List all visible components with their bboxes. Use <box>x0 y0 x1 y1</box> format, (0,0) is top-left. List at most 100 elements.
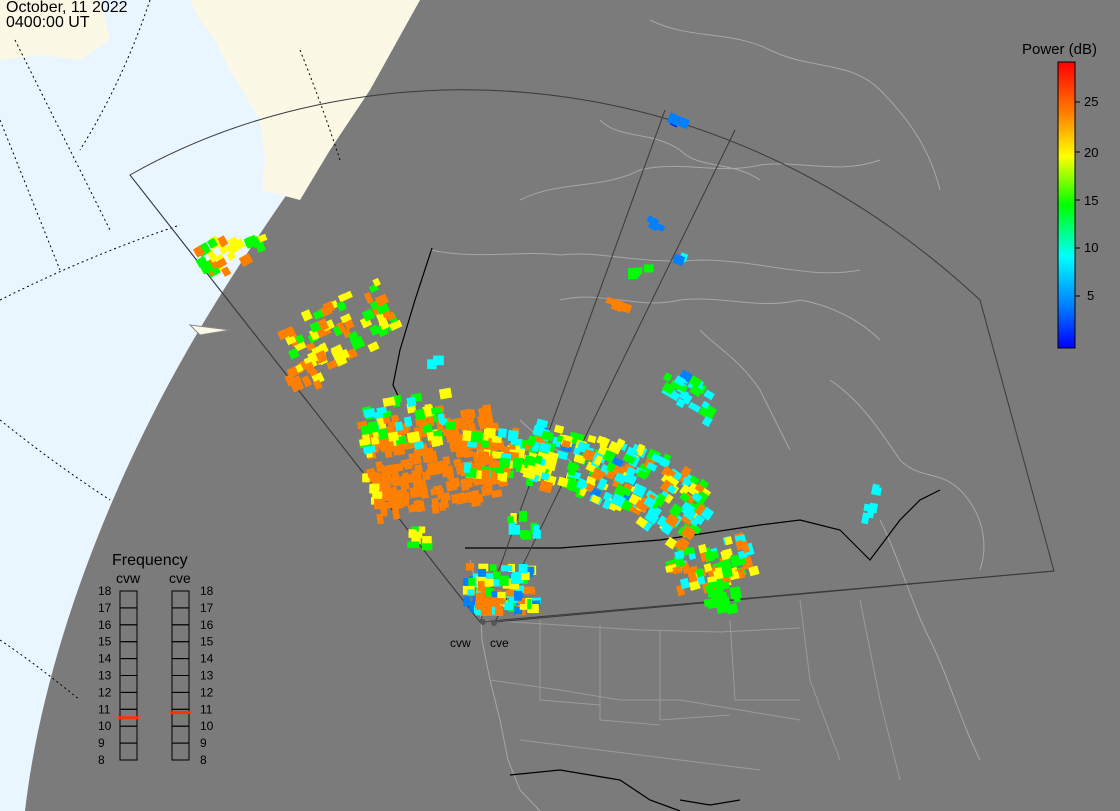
scatter-cell <box>467 440 478 448</box>
frequency-tick: 10 <box>98 719 112 733</box>
scatter-cell <box>703 389 715 401</box>
scatter-cell <box>538 442 552 454</box>
scatter-cell <box>541 430 555 442</box>
scatter-cell <box>494 598 505 605</box>
scatter-cell <box>540 472 550 481</box>
scatter-cell <box>430 487 442 496</box>
scatter-cell <box>383 440 395 449</box>
scatter-cell <box>519 598 528 610</box>
scatter-cell <box>430 435 444 447</box>
scatter-cell <box>398 442 412 451</box>
scatter-cell <box>485 573 494 581</box>
scatter-cell <box>359 438 369 447</box>
scatter-cell <box>543 458 557 472</box>
scatter-cell <box>254 239 266 253</box>
scatter-cell <box>628 271 638 280</box>
scatter-cell <box>532 424 545 437</box>
scatter-cell <box>729 586 742 600</box>
scatter-cell <box>522 467 537 480</box>
scatter-cell <box>704 585 714 593</box>
scatter-cell <box>748 565 760 577</box>
scatter-cell <box>679 577 690 590</box>
scatter-cell <box>317 318 330 332</box>
scatter-cell <box>382 416 391 424</box>
scatter-cell <box>679 369 693 383</box>
scatter-cell <box>447 432 457 444</box>
scatter-cell <box>400 458 411 468</box>
scatter-cell <box>433 355 444 366</box>
scatter-cell <box>465 563 474 571</box>
scatter-cell <box>510 513 517 524</box>
scatter-cell <box>656 223 666 232</box>
scatter-cell <box>418 526 426 534</box>
scatter-cell <box>340 313 352 324</box>
scatter-cell <box>442 456 451 466</box>
scatter-cell <box>682 393 693 405</box>
scatter-cell <box>309 328 320 341</box>
scatter-cell <box>313 379 323 391</box>
scatter-cell <box>414 472 422 481</box>
dayside-region <box>0 0 420 811</box>
scatter-cell <box>301 375 313 388</box>
scatter-cell <box>481 596 492 606</box>
scatter-cell <box>507 516 514 524</box>
scatter-cell <box>288 348 300 360</box>
scatter-cell <box>285 326 295 338</box>
scatter-cell <box>195 255 208 268</box>
scatter-cell <box>421 540 433 551</box>
scatter-cell <box>484 578 494 587</box>
scatter-cell <box>468 578 475 587</box>
backscatter-data <box>192 112 882 617</box>
scatter-cell <box>295 334 305 344</box>
scatter-cell <box>415 531 423 539</box>
scatter-cell <box>694 503 706 516</box>
scatter-cell <box>398 492 406 501</box>
scatter-cell <box>643 495 657 509</box>
scatter-cell <box>286 366 299 377</box>
scatter-cell <box>445 420 457 431</box>
scatter-cell <box>529 600 541 607</box>
scatter-cell <box>475 593 483 604</box>
scatter-cell <box>524 586 535 595</box>
frequency-tick: 11 <box>98 702 111 716</box>
scatter-cell <box>508 524 520 535</box>
scatter-cell <box>381 501 392 509</box>
scatter-cell <box>514 591 522 601</box>
frequency-tick: 18 <box>200 584 214 598</box>
scatter-cell <box>694 483 705 494</box>
scatter-cell <box>370 483 380 491</box>
scatter-cell <box>463 462 472 474</box>
scatter-cell <box>861 512 870 525</box>
scatter-cell <box>724 536 733 546</box>
scatter-cell <box>214 257 228 270</box>
scatter-cell <box>319 342 329 354</box>
scatter-cell <box>556 450 569 461</box>
scatter-cell <box>507 430 519 442</box>
scatter-cell <box>350 335 366 351</box>
scatter-cell <box>688 375 703 388</box>
scatter-cell <box>383 446 393 459</box>
site-label-cve: cve <box>490 636 509 650</box>
scatter-cell <box>374 498 384 510</box>
scatter-cell <box>660 465 676 481</box>
scatter-cell <box>685 546 696 555</box>
site-marker-cvw <box>480 619 486 625</box>
scatter-cell <box>497 428 507 438</box>
scatter-cell <box>422 425 433 434</box>
scatter-cell <box>362 445 376 454</box>
scatter-cell <box>509 582 520 590</box>
frequency-radar-label: cvw <box>116 570 141 586</box>
time-label: 0400:00 UT <box>6 14 90 31</box>
scatter-cell <box>523 598 532 610</box>
scatter-cell <box>497 471 508 481</box>
scatter-cell <box>440 496 449 509</box>
frequency-title: Frequency <box>112 552 188 569</box>
latlon-grid <box>0 0 341 701</box>
scatter-cell <box>467 589 474 596</box>
frequency-panel: Frequency cvw cve 18 18 17 17 16 16 15 15 14 14 13… <box>98 552 214 767</box>
scatter-cell <box>679 484 691 496</box>
scatter-cell <box>688 580 701 591</box>
scatter-cell <box>485 427 496 439</box>
scatter-cell <box>387 431 399 442</box>
date-label: October, 11 2022 <box>6 0 128 16</box>
